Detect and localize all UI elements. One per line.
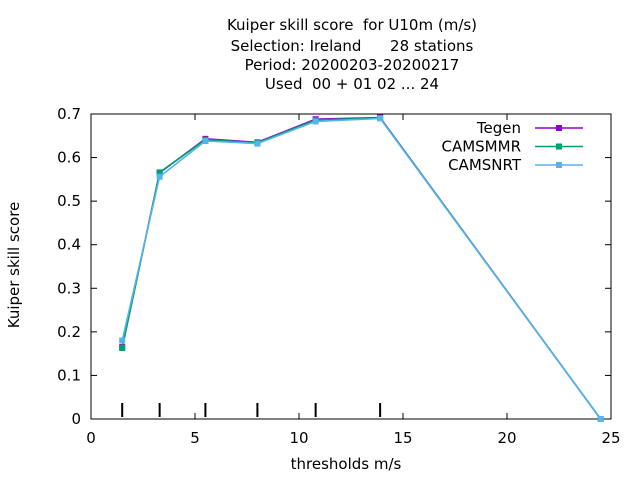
y-tick-label: 0.3 [57,279,81,297]
y-tick-label: 0.4 [57,236,81,254]
y-tick-label: 0 [71,410,81,428]
legend-marker [556,143,562,150]
x-tick-label: 20 [497,429,516,447]
x-tick-label: 10 [289,429,308,447]
x-tick-label: 5 [190,429,200,447]
chart-title-line-2: Selection: Ireland 28 stations [230,37,474,55]
x-tick-label: 25 [601,429,620,447]
legend-label: CAMSNRT [448,156,522,174]
x-axis-label: thresholds m/s [290,455,402,473]
data-point [119,344,126,351]
y-tick-label: 0.1 [57,366,81,384]
data-point [377,115,384,122]
chart-title-line-4: Used 00 + 01 02 ... 24 [264,75,440,93]
series-tegen [119,114,604,422]
data-point [119,337,126,344]
data-point [254,140,261,147]
series-line [121,117,602,420]
legend-label: Tegen [476,119,521,137]
data-point [156,169,163,176]
y-axis-label: Kuiper skill score [5,201,23,329]
chart-title-line-3: Period: 20200203-20200217 [244,56,460,74]
data-point [597,416,604,422]
chart-title-line-1: Kuiper skill score for U10m (m/s) [226,16,478,34]
legend-marker [556,125,562,131]
data-point [202,138,209,145]
legend-entry: CAMSNRT [448,156,583,174]
plot-frame [90,113,612,420]
series-line [121,116,602,420]
y-tick-label: 0.5 [57,192,81,210]
legend-entry: Tegen [476,119,583,137]
x-tick-label: 15 [393,429,412,447]
data-point [156,173,163,180]
y-tick-label: 0.2 [57,323,81,341]
x-tick-label: 0 [86,429,96,447]
legend-entry: CAMSMMR [441,138,583,156]
series-camsmmr [119,114,604,422]
y-tick-label: 0.6 [57,149,81,167]
y-tick-label: 0.7 [57,105,81,123]
legend-label: CAMSMMR [441,138,521,156]
legend-marker [556,162,562,168]
data-point [312,118,319,125]
series-line [121,117,602,420]
series-camsnrt [119,115,604,422]
